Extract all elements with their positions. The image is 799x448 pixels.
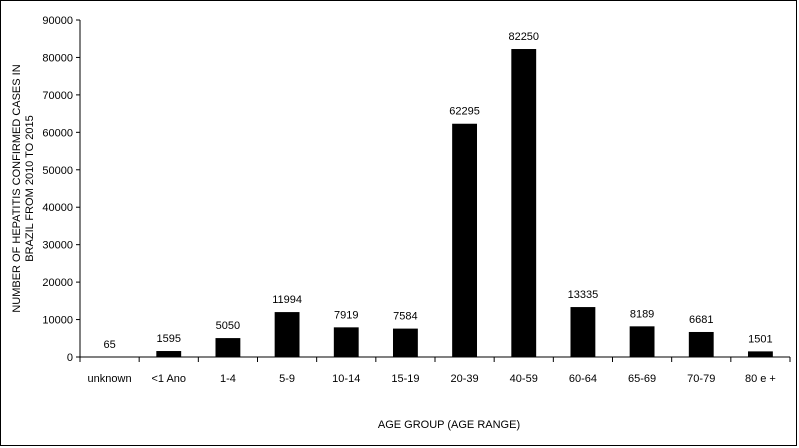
- y-tick-label: 90000: [42, 15, 73, 27]
- bar-15-19: [392, 328, 418, 357]
- bar-40-59: [511, 49, 537, 358]
- x-tick-label: 10-14: [332, 373, 360, 385]
- data-label: 7919: [334, 309, 358, 321]
- data-labels: 65 1595 5050 11994 7919 7584 62295 82250 13335 81…: [103, 31, 772, 351]
- y-tick-label: 70000: [42, 90, 73, 102]
- y-axis-title-line-2: BRAZIL FROM 2010 TO 2015: [24, 115, 36, 262]
- axes: [76, 19, 791, 362]
- y-tick-label: 60000: [42, 127, 73, 139]
- x-tick-label: <1 Ano: [151, 373, 186, 385]
- y-tick-label: 50000: [42, 165, 73, 177]
- y-tick-label: 80000: [42, 52, 73, 64]
- data-label: 6681: [689, 314, 713, 326]
- x-tick-label: 5-9: [279, 373, 295, 385]
- data-label: 7584: [393, 311, 417, 323]
- bars: [97, 49, 773, 358]
- data-label: 11994: [272, 294, 302, 306]
- bar-<1 Ano: [156, 351, 182, 357]
- x-tick-label: 65-69: [628, 373, 656, 385]
- y-tick-label: 30000: [42, 240, 73, 252]
- x-tick-label: 20-39: [451, 373, 479, 385]
- bar-20-39: [452, 123, 478, 357]
- bar-10-14: [333, 327, 359, 357]
- data-label: 65: [103, 339, 115, 351]
- y-tick-labels: 0 10000 20000 30000 40000 50000 60000 70000 8000…: [42, 15, 73, 364]
- x-tick-label: 70-79: [687, 373, 715, 385]
- x-axis-title: AGE GROUP (AGE RANGE): [378, 419, 520, 431]
- x-tick-label: 1-4: [220, 373, 236, 385]
- data-label: 13335: [568, 289, 599, 301]
- y-axis-title-line-1: NUMBER OF HEPATITIS CONFIRMED CASES IN: [11, 64, 23, 312]
- bar-unknown: [97, 356, 123, 358]
- x-tick-label: unknown: [88, 373, 132, 385]
- data-label: 1595: [157, 333, 181, 345]
- x-tick-label: 60-64: [569, 373, 597, 385]
- bar-1-4: [215, 338, 241, 357]
- y-tick-label: 20000: [42, 277, 73, 289]
- x-tick-label: 15-19: [391, 373, 419, 385]
- data-label: 1501: [748, 333, 772, 345]
- bar-80 e +: [747, 351, 773, 357]
- bar-65-69: [629, 326, 655, 357]
- data-label: 5050: [216, 320, 240, 332]
- data-label: 8189: [630, 308, 654, 320]
- bar-5-9: [274, 312, 300, 357]
- y-tick-label: 0: [67, 352, 73, 364]
- data-label: 62295: [449, 106, 480, 118]
- y-tick-label: 40000: [42, 202, 73, 214]
- x-tick-label: 80 e +: [745, 373, 776, 385]
- bar-70-79: [688, 331, 714, 357]
- bar-60-64: [570, 307, 596, 357]
- y-tick-label: 10000: [42, 315, 73, 327]
- x-tick-labels: unknown <1 Ano 1-4 5-9 10-14 15-19 20-39 40-59 6…: [88, 373, 776, 385]
- x-tick-label: 40-59: [510, 373, 538, 385]
- data-label: 82250: [508, 31, 539, 43]
